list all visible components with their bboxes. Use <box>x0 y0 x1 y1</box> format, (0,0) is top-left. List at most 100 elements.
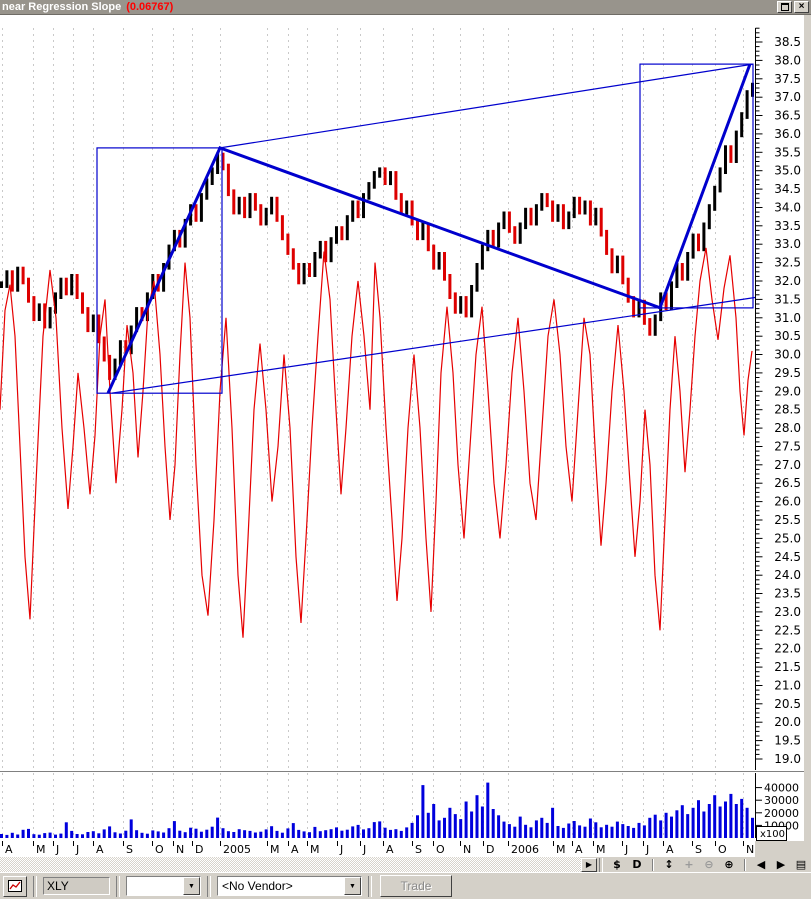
fit-vertical-icon[interactable]: ↕ <box>661 858 677 872</box>
svg-text:25.5: 25.5 <box>774 513 801 527</box>
chart-page-icon <box>8 880 22 892</box>
svg-text:A: A <box>96 843 104 856</box>
toolbar-separator <box>744 858 746 871</box>
svg-text:31.0: 31.0 <box>774 311 801 325</box>
toolbar-divider <box>599 857 603 872</box>
svg-text:36.0: 36.0 <box>774 127 801 141</box>
svg-text:33.0: 33.0 <box>774 237 801 251</box>
daily-interval-icon[interactable]: D <box>629 858 645 872</box>
svg-text:O: O <box>436 843 445 856</box>
svg-text:N: N <box>746 843 754 856</box>
page-list-icon[interactable]: ▤ <box>793 858 809 872</box>
svg-text:29.5: 29.5 <box>774 366 801 380</box>
svg-text:23.5: 23.5 <box>774 587 801 601</box>
svg-text:S: S <box>126 843 133 856</box>
svg-text:24.5: 24.5 <box>774 550 801 564</box>
svg-text:35.5: 35.5 <box>774 145 801 159</box>
scroll-right-icon[interactable]: ▶ <box>773 858 789 872</box>
svg-text:30.5: 30.5 <box>774 329 801 343</box>
svg-text:30000: 30000 <box>764 794 799 807</box>
chart-page-button[interactable] <box>3 875 27 897</box>
indicator-value: (0.06767) <box>126 1 174 13</box>
svg-text:24.0: 24.0 <box>774 568 801 582</box>
svg-text:32.0: 32.0 <box>774 274 801 288</box>
trade-button[interactable]: Trade <box>380 875 452 897</box>
svg-text:21.0: 21.0 <box>774 679 801 693</box>
zoom-in-icon[interactable]: ⊕ <box>721 858 737 872</box>
close-button[interactable]: × <box>794 1 809 13</box>
svg-text:29.0: 29.0 <box>774 384 801 398</box>
scrollbar-track[interactable] <box>0 857 581 872</box>
chevron-down-icon: ▼ <box>188 882 195 890</box>
window-titlebar[interactable]: near Regression Slope (0.06767) × <box>0 0 811 15</box>
svg-text:19.0: 19.0 <box>774 752 801 766</box>
scroll-right-button[interactable]: ▶ <box>580 857 598 872</box>
svg-text:36.5: 36.5 <box>774 109 801 123</box>
svg-text:A: A <box>291 843 299 856</box>
svg-text:30.0: 30.0 <box>774 348 801 362</box>
symbol-field[interactable]: XLY <box>43 877 110 895</box>
svg-text:A: A <box>575 843 583 856</box>
svg-text:25.0: 25.0 <box>774 531 801 545</box>
svg-text:A: A <box>666 843 674 856</box>
toolbar-separator <box>652 858 654 871</box>
svg-text:M: M <box>556 843 566 856</box>
svg-text:31.5: 31.5 <box>774 292 801 306</box>
toolbar-divider <box>116 875 120 897</box>
svg-text:M: M <box>310 843 320 856</box>
svg-text:26.5: 26.5 <box>774 476 801 490</box>
svg-text:N: N <box>463 843 471 856</box>
svg-text:37.0: 37.0 <box>774 90 801 104</box>
svg-text:A: A <box>386 843 394 856</box>
svg-text:40000: 40000 <box>764 782 799 795</box>
svg-text:J: J <box>624 843 628 856</box>
svg-text:A: A <box>5 843 13 856</box>
interval-combobox[interactable]: ▼ <box>126 876 201 896</box>
svg-text:S: S <box>695 843 702 856</box>
svg-text:O: O <box>155 843 164 856</box>
svg-text:38.0: 38.0 <box>774 53 801 67</box>
toolbar-divider <box>33 875 37 897</box>
vendor-combobox[interactable]: <No Vendor> ▼ <box>217 876 362 896</box>
svg-text:20000: 20000 <box>764 807 799 820</box>
svg-text:28.5: 28.5 <box>774 403 801 417</box>
toolbar-divider <box>207 875 211 897</box>
scroll-left-icon[interactable]: ◀ <box>753 858 769 872</box>
interval-value <box>127 877 183 895</box>
svg-text:M: M <box>596 843 606 856</box>
svg-text:20.5: 20.5 <box>774 697 801 711</box>
vendor-value: <No Vendor> <box>218 877 344 895</box>
zoom-out-icon: ⊖ <box>701 858 717 872</box>
svg-text:35.0: 35.0 <box>774 164 801 178</box>
pan-icon: + <box>681 858 697 872</box>
svg-text:28.0: 28.0 <box>774 421 801 435</box>
svg-text:J: J <box>645 843 649 856</box>
svg-text:2006: 2006 <box>511 843 539 856</box>
svg-text:O: O <box>718 843 727 856</box>
restore-icon <box>780 3 789 11</box>
svg-text:M: M <box>36 843 46 856</box>
chart-area[interactable]: 38.5 38.0 37.5 37.0 36.5 36.0 35.5 35.0 34.5 34.0… <box>0 15 811 857</box>
svg-text:37.5: 37.5 <box>774 72 801 86</box>
restore-button[interactable] <box>777 1 792 13</box>
svg-text:38.5: 38.5 <box>774 35 801 49</box>
close-icon: × <box>798 1 805 12</box>
price-chart[interactable]: 38.5 38.0 37.5 37.0 36.5 36.0 35.5 35.0 34.5 34.0… <box>0 15 811 857</box>
svg-text:20.0: 20.0 <box>774 715 801 729</box>
svg-text:27.0: 27.0 <box>774 458 801 472</box>
interval-dropdown-button[interactable]: ▼ <box>183 877 200 895</box>
svg-text:34.0: 34.0 <box>774 201 801 215</box>
refresh-icon[interactable]: $ <box>609 858 625 872</box>
svg-text:S: S <box>415 843 422 856</box>
symbol-toolbar: XLY ▼ <No Vendor> ▼ Trade <box>0 872 811 899</box>
vendor-dropdown-button[interactable]: ▼ <box>344 877 361 895</box>
svg-text:26.0: 26.0 <box>774 495 801 509</box>
svg-text:19.5: 19.5 <box>774 734 801 748</box>
svg-text:J: J <box>362 843 366 856</box>
svg-text:D: D <box>195 843 203 856</box>
svg-text:M: M <box>270 843 280 856</box>
svg-text:J: J <box>75 843 79 856</box>
svg-text:33.5: 33.5 <box>774 219 801 233</box>
svg-text:J: J <box>339 843 343 856</box>
